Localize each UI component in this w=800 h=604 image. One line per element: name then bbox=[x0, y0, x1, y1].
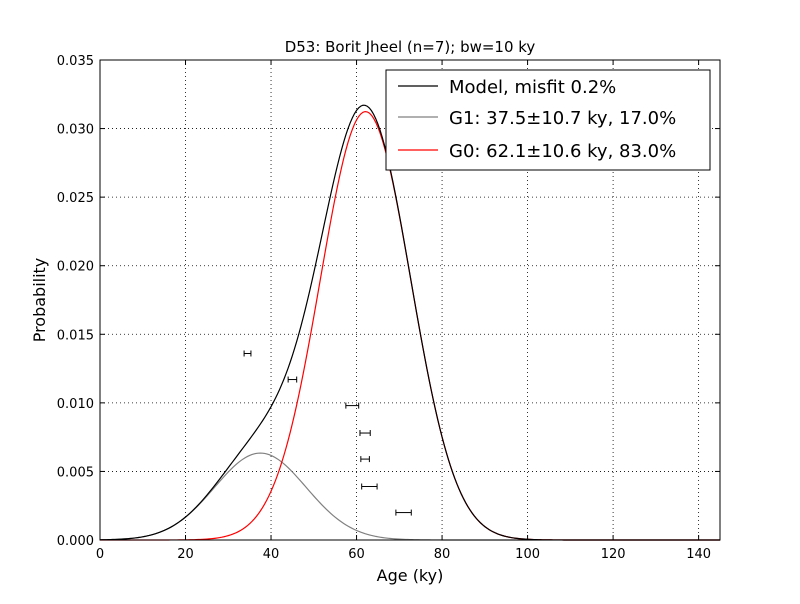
y-axis-label: Probability bbox=[30, 258, 49, 343]
x-tick-label: 140 bbox=[686, 547, 711, 562]
sample-point bbox=[287, 376, 298, 383]
y-tick-label: 0.005 bbox=[57, 465, 94, 480]
x-tick-label: 40 bbox=[263, 547, 280, 562]
y-tick-label: 0.020 bbox=[57, 260, 94, 275]
legend-box bbox=[385, 69, 711, 171]
sample-error-bars bbox=[243, 350, 412, 516]
y-tick-label: 0.030 bbox=[57, 123, 94, 138]
legend-label-g1: G1: 37.5±10.7 ky, 17.0% bbox=[449, 108, 676, 129]
sample-point bbox=[345, 402, 360, 409]
x-tick-label: 0 bbox=[96, 547, 104, 562]
plot-frame bbox=[99, 59, 721, 541]
axis-ticks: 0 20 40 60 80 100 120 140 0.000 0.005 0.010 0.015 0.… bbox=[57, 54, 720, 562]
y-tick-label: 0.000 bbox=[57, 534, 94, 549]
y-tick-label: 0.035 bbox=[57, 54, 94, 69]
sample-point bbox=[395, 509, 412, 516]
y-tick-label: 0.025 bbox=[57, 191, 94, 206]
legend-label-g0: G0: 62.1±10.6 ky, 83.0% bbox=[449, 141, 676, 162]
y-tick-label: 0.015 bbox=[57, 328, 94, 343]
legend-label-model: Model, misfit 0.2% bbox=[449, 77, 616, 98]
y-tick-label: 0.010 bbox=[57, 397, 94, 412]
chart-title: D53: Borit Jheel (n=7); bw=10 ky bbox=[285, 38, 536, 56]
x-tick-label: 120 bbox=[601, 547, 626, 562]
sample-point bbox=[359, 430, 371, 437]
legend: Model, misfit 0.2% G1: 37.5±10.7 ky, 17.… bbox=[385, 69, 711, 171]
x-tick-label: 100 bbox=[515, 547, 540, 562]
sample-point bbox=[360, 456, 370, 463]
x-tick-label: 60 bbox=[348, 547, 365, 562]
x-tick-label: 80 bbox=[434, 547, 451, 562]
x-tick-label: 20 bbox=[177, 547, 194, 562]
sample-point bbox=[361, 483, 378, 490]
sample-point bbox=[243, 350, 252, 357]
x-axis-label: Age (ky) bbox=[377, 566, 444, 585]
